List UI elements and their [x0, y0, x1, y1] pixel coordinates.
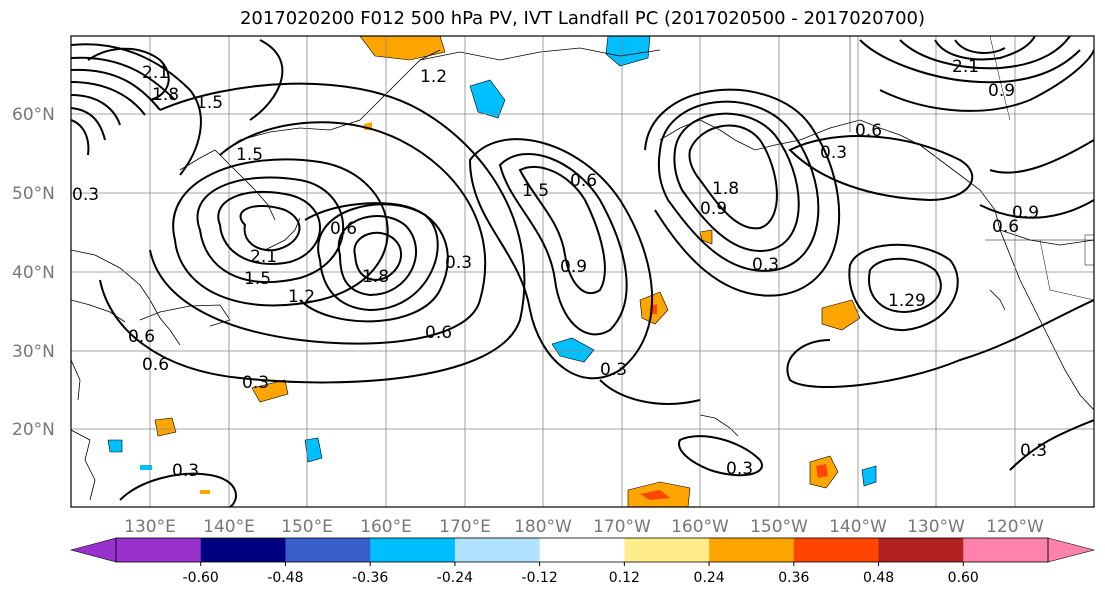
colorbar-tick-label: -0.60: [183, 570, 219, 586]
colorbar-tick-label: 0.24: [694, 570, 725, 586]
lon-label: 180°W: [514, 517, 572, 537]
contour-label: 1.8: [362, 267, 389, 287]
colorbar-outline: [115, 537, 1049, 563]
contour-label: 1.5: [244, 269, 271, 289]
contour-label: 0.9: [560, 257, 587, 277]
lon-label: 150°E: [281, 517, 333, 537]
contour-label: 0.3: [820, 143, 847, 163]
contour-label: 1.5: [236, 145, 263, 165]
lat-label-50n: 50°N: [12, 184, 55, 204]
lat-label-40n: 40°N: [12, 263, 55, 283]
shaded-anomalies: [107, 36, 877, 507]
contour-label: 0.9: [1012, 203, 1039, 223]
colorbar-tick-label: 0.60: [948, 570, 979, 586]
lon-label: 120°W: [986, 517, 1044, 537]
colorbar-segment: [285, 538, 371, 562]
colorbar-tick-label: 0.48: [863, 570, 894, 586]
contour-label: 0.3: [752, 255, 779, 275]
contour-label: 0.6: [855, 121, 882, 141]
lon-label: 140°E: [203, 517, 255, 537]
colorbar-segment: [200, 538, 286, 562]
contour-label: 0.3: [72, 185, 99, 205]
lon-label: 160°W: [671, 517, 729, 537]
colorbar-tick-label: -0.24: [437, 570, 473, 586]
colorbar-segment: [793, 538, 880, 562]
colorbar-segment: [116, 538, 202, 562]
longitude-labels: 130°E 140°E 150°E 160°E 170°E 180°W 170°…: [124, 517, 1044, 537]
contour-label: 1.5: [522, 181, 549, 201]
lon-label: 150°W: [750, 517, 808, 537]
contour-label: 0.6: [128, 327, 155, 347]
contour-label: 2.1: [142, 63, 169, 83]
colorbar-segment: [878, 538, 964, 562]
contour-label: 0.6: [992, 217, 1019, 237]
contour-label: 0.3: [600, 360, 627, 380]
colorbar-segment: [539, 538, 625, 562]
colorbar-segment: [963, 538, 1049, 562]
map-background: [71, 36, 1094, 507]
lon-label: 170°W: [593, 517, 651, 537]
colorbar-tick-label: -0.36: [352, 570, 388, 586]
colorbar-segment: [624, 538, 710, 562]
colorbar-extend-min: [69, 537, 117, 563]
contour-label: 0.3: [1020, 441, 1047, 461]
contour-label: 0.3: [172, 461, 199, 481]
map-title: 2017020200 F012 500 hPa PV, IVT Landfall…: [239, 8, 926, 29]
contour-label: 1.29: [888, 291, 926, 311]
contour-label: 0.6: [330, 219, 357, 239]
contour-label: 1.8: [712, 179, 739, 199]
colorbar-tick-label: -0.48: [267, 570, 303, 586]
contour-label: 2.1: [250, 247, 277, 267]
lat-label-20n: 20°N: [12, 420, 55, 440]
contour-label: 2.1: [952, 57, 979, 77]
map-frame: [70, 35, 1095, 508]
contour-label: 1.2: [420, 67, 447, 87]
lon-label: 170°E: [439, 517, 491, 537]
contour-label: 0.6: [570, 171, 597, 191]
contour-label: 1.5: [196, 93, 223, 113]
contour-label: 1.8: [152, 85, 179, 105]
colorbar-extend-max: [1047, 537, 1096, 563]
lon-label: 130°E: [124, 517, 176, 537]
colorbar-segment: [370, 538, 456, 562]
contour-labels: 2.1 1.8 1.5 1.5 0.3 2.1 1.5 1.2 0.6 1.8 …: [72, 57, 1047, 481]
colorbar-segment: [709, 538, 795, 562]
contour-label: 0.6: [425, 323, 452, 343]
gridlines: [71, 36, 1094, 507]
colorbar-segment: [454, 538, 541, 562]
colorbar-tick-label: 0.36: [778, 570, 809, 586]
lat-label-30n: 30°N: [12, 342, 55, 362]
contour-label: 0.9: [700, 199, 727, 219]
lon-label: 130°W: [907, 517, 965, 537]
contour-label: 0.3: [242, 373, 269, 393]
contour-label: 0.9: [988, 81, 1015, 101]
contour-label: 0.6: [142, 355, 169, 375]
lon-label: 140°W: [829, 517, 887, 537]
lon-label: 160°E: [360, 517, 412, 537]
colorbar: -0.60 -0.48 -0.36 -0.24 -0.12 0.12 0.24 0.36 0.4…: [69, 537, 1096, 586]
contour-label: 0.3: [726, 459, 753, 479]
contour-label: 1.2: [288, 287, 315, 307]
colorbar-tick-label: -0.12: [522, 570, 558, 586]
latitude-labels: 60°N 50°N 40°N 30°N 20°N: [12, 105, 55, 440]
contour-label: 0.3: [445, 253, 472, 273]
lat-label-60n: 60°N: [12, 105, 55, 125]
colorbar-tick-label: 0.12: [609, 570, 640, 586]
pv-contours: [71, 36, 1094, 507]
